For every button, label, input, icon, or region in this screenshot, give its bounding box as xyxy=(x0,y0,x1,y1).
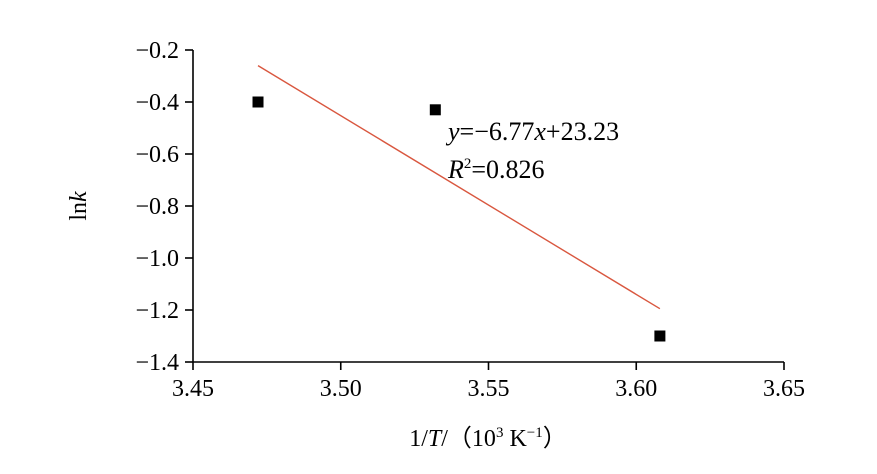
x-axis-title: 1/T/（103 K−1） xyxy=(409,425,567,452)
x-tick-label: 3.55 xyxy=(468,376,510,402)
data-point xyxy=(429,104,441,116)
y-tick-label: −0.4 xyxy=(135,90,179,116)
y-tick-label: −1.4 xyxy=(135,350,179,376)
y-axis-title: lnk xyxy=(66,191,92,221)
r-squared-annotation: R2=0.826 xyxy=(447,155,545,184)
y-tick-label: −0.8 xyxy=(135,194,179,220)
fit-line xyxy=(257,65,661,310)
x-tick-label: 3.50 xyxy=(320,376,362,402)
data-point xyxy=(252,96,264,108)
y-ticks: −0.2 −0.4 −0.6 −0.8 −1.0 −1.2 −1.4 xyxy=(135,38,193,376)
equation-annotation: y=−6.77x+23.23 xyxy=(445,117,619,146)
x-ticks: 3.45 3.50 3.55 3.60 3.65 xyxy=(172,362,805,402)
y-tick-label: −0.6 xyxy=(135,142,179,168)
data-point xyxy=(654,330,666,342)
y-tick-label: −0.2 xyxy=(135,38,179,64)
plot-marks xyxy=(252,65,666,342)
x-tick-label: 3.45 xyxy=(172,376,214,402)
y-tick-label: −1.2 xyxy=(135,298,179,324)
axes xyxy=(192,50,784,363)
x-tick-label: 3.60 xyxy=(615,376,657,402)
y-tick-label: −1.0 xyxy=(135,246,179,272)
x-tick-label: 3.65 xyxy=(763,376,805,402)
